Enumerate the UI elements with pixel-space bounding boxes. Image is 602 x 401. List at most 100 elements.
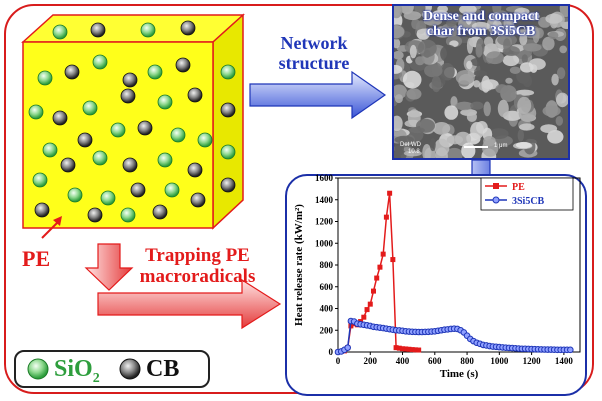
sem-micrograph: Dense and compact char from 3Si5CB Det W… bbox=[392, 4, 570, 160]
data-point bbox=[393, 345, 399, 351]
data-point bbox=[406, 346, 412, 352]
sem-grain bbox=[470, 58, 485, 67]
sem-grain bbox=[551, 73, 559, 86]
sio2-particle bbox=[220, 144, 236, 160]
sem-grain bbox=[416, 118, 435, 133]
sio2-particle bbox=[170, 127, 186, 143]
sem-grain bbox=[435, 147, 448, 158]
sem-grain bbox=[439, 62, 455, 81]
sem-grain bbox=[446, 135, 464, 145]
cb-particle bbox=[187, 87, 203, 103]
sem-grain bbox=[455, 70, 475, 85]
cb-particle bbox=[64, 64, 80, 80]
trapping-label-line2: macroradicals bbox=[139, 265, 256, 287]
sem-grain bbox=[559, 45, 567, 54]
sem-grain bbox=[532, 27, 540, 44]
sem-grain bbox=[495, 84, 509, 94]
cb-particle bbox=[122, 157, 138, 173]
trapping-label: Trapping PE macroradicals bbox=[130, 245, 265, 288]
legend-marker bbox=[493, 183, 499, 189]
sio2-particle bbox=[67, 187, 83, 203]
sem-grain bbox=[519, 32, 528, 46]
sio2-particle bbox=[147, 64, 163, 80]
sio2-particle bbox=[52, 24, 68, 40]
sem-grain bbox=[542, 36, 555, 51]
sem-grain bbox=[402, 70, 422, 89]
sem-grain bbox=[527, 12, 540, 21]
cb-particle bbox=[190, 192, 206, 208]
sio2-particle bbox=[157, 152, 173, 168]
x-tick-label: 600 bbox=[428, 356, 442, 366]
sem-grain bbox=[497, 99, 509, 118]
sem-grain bbox=[548, 31, 559, 40]
x-tick-label: 1400 bbox=[555, 356, 574, 366]
data-point bbox=[367, 301, 373, 307]
network-label-line1: Network bbox=[280, 33, 348, 53]
sem-grain bbox=[406, 88, 422, 100]
cb-particle bbox=[60, 157, 76, 173]
sem-grain bbox=[394, 149, 407, 158]
sem-det-text: Det WD bbox=[400, 142, 421, 148]
network-label-line2: structure bbox=[278, 52, 350, 73]
cb-particle bbox=[52, 110, 68, 126]
sio2-particle bbox=[164, 182, 180, 198]
y-tick-label: 1000 bbox=[315, 238, 334, 248]
x-tick-label: 400 bbox=[396, 356, 410, 366]
sem-grain bbox=[403, 150, 422, 157]
sio2-legend-label: SiO2 bbox=[54, 356, 100, 387]
data-point bbox=[377, 264, 383, 270]
sem-grain bbox=[394, 115, 403, 132]
cb-particle bbox=[122, 72, 138, 88]
data-point bbox=[374, 275, 380, 281]
y-tick-label: 1400 bbox=[315, 195, 334, 205]
sem-grain bbox=[481, 75, 491, 93]
sem-scale-text: 1 μm bbox=[494, 143, 508, 149]
sem-grain bbox=[473, 70, 488, 77]
sem-grain bbox=[466, 111, 477, 122]
sem-grain bbox=[556, 92, 568, 108]
sem-grain bbox=[474, 9, 482, 23]
sem-grain bbox=[394, 6, 403, 19]
sem-grain bbox=[545, 13, 563, 24]
trapping-arrow-down bbox=[84, 243, 134, 291]
sem-grain bbox=[429, 138, 436, 152]
sem-grain bbox=[466, 37, 474, 54]
y-tick-label: 800 bbox=[320, 260, 334, 270]
sio2-legend-icon bbox=[27, 358, 49, 380]
data-point bbox=[390, 257, 396, 263]
sem-grain bbox=[503, 15, 515, 31]
cb-particle bbox=[180, 20, 196, 36]
sio2-particle bbox=[92, 54, 108, 70]
sio2-particle bbox=[157, 94, 173, 110]
sem-grain bbox=[483, 36, 494, 47]
pe-label: PE bbox=[22, 246, 51, 271]
sem-grain bbox=[394, 50, 404, 60]
data-point bbox=[370, 288, 376, 294]
sem-grain bbox=[473, 80, 481, 88]
cb-particle bbox=[90, 22, 106, 38]
data-point bbox=[400, 346, 406, 352]
sem-grain bbox=[417, 28, 435, 36]
sem-grain bbox=[522, 74, 533, 88]
cb-particle bbox=[130, 182, 146, 198]
cb-particle bbox=[220, 102, 236, 118]
sem-grain bbox=[540, 124, 558, 133]
data-point bbox=[344, 344, 351, 351]
y-tick-label: 400 bbox=[320, 304, 334, 314]
data-point bbox=[403, 346, 409, 352]
data-point bbox=[409, 347, 415, 353]
sio2-particle bbox=[92, 150, 108, 166]
chart-frame bbox=[285, 174, 587, 396]
pe-pointer-head bbox=[53, 216, 62, 226]
cb-particle bbox=[77, 132, 93, 148]
sem-grain bbox=[475, 43, 483, 58]
x-tick-label: 0 bbox=[336, 356, 341, 366]
network-structure-label: Network structure bbox=[262, 33, 366, 74]
sem-grain bbox=[440, 44, 458, 63]
sio2-particle bbox=[28, 104, 44, 120]
sem-grain bbox=[459, 6, 477, 15]
sem-grain bbox=[519, 123, 535, 131]
sem-grain bbox=[515, 141, 532, 149]
sem-grain bbox=[409, 44, 417, 59]
